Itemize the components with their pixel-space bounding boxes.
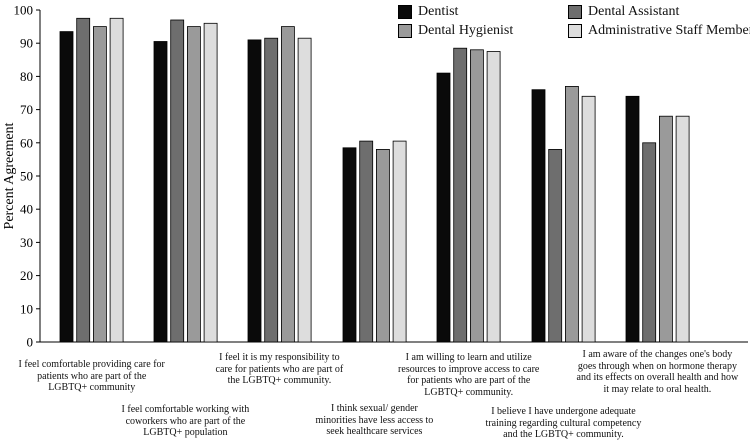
bar [109,17,124,343]
bar [581,95,596,343]
bar [59,31,74,343]
bar [297,37,312,343]
y-tick-label: 0 [27,335,34,350]
bar [565,86,579,343]
bar [359,140,374,343]
y-tick-label: 100 [14,3,34,18]
legend-swatch [398,5,412,19]
bar [170,19,185,343]
bar [486,51,501,343]
bar [186,26,201,343]
y-axis-label: Percent Agreement [2,122,17,229]
bar [642,142,657,343]
bar [659,115,673,343]
bar [153,41,168,343]
y-tick-label: 80 [20,69,33,84]
bar [392,140,407,343]
legend-item: Dental Hygienist [398,23,513,39]
y-tick-label: 50 [20,169,33,184]
bar [247,39,262,343]
bar [342,147,357,343]
legend-swatch [568,5,582,19]
y-tick-label: 70 [20,102,33,117]
legend: Dentist Dental Assistant Dental Hygienist A… [398,4,750,40]
bar [93,26,107,343]
x-category-label: I am willing to learn and utilize resourc… [398,352,540,398]
legend-label: Administrative Staff Member [588,23,750,38]
bar [625,95,640,343]
x-category-label: I feel comfortable working with coworkers… [121,404,250,438]
bar [76,17,91,343]
x-category-label: I feel it is my responsibility to care fo… [215,352,344,386]
y-tick-label: 40 [20,202,33,217]
y-tick-label: 20 [20,268,33,283]
x-category-label: I think sexual/ gender minorities have le… [315,403,434,437]
x-category-label: I feel comfortable providing care for pat… [18,359,165,393]
y-tick-label: 90 [20,36,33,51]
bar [436,72,451,343]
legend-item: Administrative Staff Member [568,23,750,39]
bars [59,17,690,343]
legend-label: Dental Hygienist [418,23,514,38]
bar [531,89,546,343]
bar [375,148,390,343]
legend-label: Dentist [418,4,459,19]
bar [469,49,484,343]
bar [675,115,690,343]
legend-item: Dentist [398,4,458,20]
legend-item: Dental Assistant [568,4,679,20]
legend-label: Dental Assistant [588,4,680,19]
legend-swatch [398,24,412,38]
bar [203,22,218,343]
x-category-label: I believe I have undergone adequate train… [485,406,642,440]
x-category-label: I am aware of the changes one's body goes… [576,349,739,395]
y-tick-label: 30 [20,235,33,250]
bar [453,47,468,343]
y-tick-label: 10 [20,301,33,316]
legend-swatch [568,24,582,38]
bar [280,26,295,343]
bar [264,37,279,343]
bar [548,148,563,343]
y-tick-label: 60 [20,135,33,150]
